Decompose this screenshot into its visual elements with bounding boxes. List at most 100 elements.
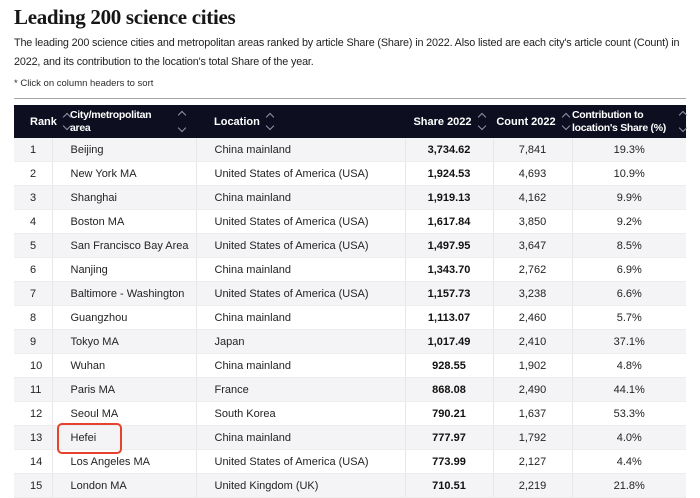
location-value: France [214, 383, 249, 396]
city-value: Baltimore - Washington [70, 287, 185, 300]
rank-value: 7 [30, 287, 37, 300]
science-cities-table: Rank City/metropolitan area Location Share … [14, 105, 688, 498]
column-label: City/metropolitan area [70, 108, 152, 134]
contribution-value: 4.8% [616, 359, 642, 372]
table-body: 1 Beijing China mainland 3,734.62 7,841 19.3%… [14, 138, 686, 498]
table-row: 11 Paris MA France 868.08 2,490 44.1% [14, 377, 686, 402]
location-value: United States of America (USA) [214, 167, 369, 180]
rank-value: 1 [30, 143, 37, 156]
cell-share: 710.51 [405, 473, 494, 498]
cell-contribution: 4.8% [572, 353, 686, 378]
cell-count: 1,902 [493, 353, 573, 378]
share-value: 773.99 [432, 455, 466, 468]
column-label: Share 2022 [413, 115, 472, 128]
table-row: 10 Wuhan China mainland 928.55 1,902 4.8% [14, 353, 686, 378]
contribution-value: 8.5% [616, 239, 642, 252]
share-value: 928.55 [432, 359, 466, 372]
table-row: 4 Boston MA United States of America (USA)… [14, 209, 686, 234]
cell-contribution: 19.3% [572, 138, 686, 162]
city-value: Wuhan [70, 359, 106, 372]
sort-icon[interactable] [561, 112, 570, 131]
cell-city: Paris MA [52, 377, 197, 402]
rank-value: 15 [30, 479, 43, 492]
cell-city: Seoul MA [52, 401, 197, 426]
cell-contribution: 6.9% [572, 257, 686, 282]
cell-rank: 6 [14, 257, 53, 282]
cell-count: 3,238 [493, 281, 573, 306]
rank-value: 4 [30, 215, 37, 228]
sort-icon[interactable] [265, 112, 275, 131]
sort-icon[interactable] [678, 110, 688, 133]
contribution-value: 21.8% [613, 479, 645, 492]
column-header-rank[interactable]: Rank [14, 105, 72, 138]
cell-share: 773.99 [405, 449, 494, 474]
contribution-value: 9.9% [616, 191, 642, 204]
city-value: Tokyo MA [70, 335, 119, 348]
rank-value: 14 [30, 455, 43, 468]
column-label: Rank [30, 115, 57, 128]
city-value: Boston MA [70, 215, 125, 228]
table-row: 5 San Francisco Bay Area United States of … [14, 233, 686, 258]
cell-count: 2,410 [493, 329, 573, 354]
cell-location: United States of America (USA) [196, 281, 406, 306]
column-label: Location [214, 115, 260, 128]
cell-count: 2,127 [493, 449, 573, 474]
table-row: 3 Shanghai China mainland 1,919.13 4,162 9.9% [14, 185, 686, 210]
contribution-value: 9.2% [616, 215, 642, 228]
cell-city: Nanjing [52, 257, 197, 282]
table-row: 14 Los Angeles MA United States of America… [14, 449, 686, 474]
count-value: 2,410 [518, 335, 547, 348]
column-header-city[interactable]: City/metropolitan area [52, 105, 196, 138]
contribution-value: 5.7% [616, 311, 642, 324]
cell-share: 1,343.70 [405, 257, 494, 282]
location-value: China mainland [214, 359, 291, 372]
cell-rank: 3 [14, 185, 53, 210]
cell-rank: 4 [14, 209, 53, 234]
cell-count: 1,792 [493, 425, 573, 450]
cell-location: Japan [196, 329, 406, 354]
cell-share: 1,113.07 [405, 305, 494, 330]
count-value: 3,647 [518, 239, 547, 252]
count-value: 2,460 [518, 311, 547, 324]
table-row: 9 Tokyo MA Japan 1,017.49 2,410 37.1% [14, 329, 686, 354]
location-value: China mainland [214, 191, 291, 204]
cell-location: South Korea [196, 401, 406, 426]
cell-share: 1,497.95 [405, 233, 494, 258]
city-value: New York MA [70, 167, 137, 180]
count-value: 3,850 [518, 215, 547, 228]
sort-icon[interactable] [477, 112, 486, 131]
table-row: 13 Hefei China mainland 777.97 1,792 4.0% [14, 423, 686, 454]
contribution-value: 4.4% [616, 455, 642, 468]
contribution-value: 37.1% [613, 335, 645, 348]
share-value: 1,113.07 [427, 311, 471, 324]
cell-contribution: 6.6% [572, 281, 686, 306]
contribution-value: 19.3% [613, 143, 645, 156]
column-header-location[interactable]: Location [196, 105, 405, 138]
rank-value: 9 [30, 335, 37, 348]
cell-count: 2,460 [493, 305, 573, 330]
count-value: 2,127 [518, 455, 547, 468]
cell-share: 868.08 [405, 377, 494, 402]
column-header-count[interactable]: Count 2022 [493, 105, 572, 138]
table-row: 12 Seoul MA South Korea 790.21 1,637 53.3% [14, 401, 686, 426]
sort-icon[interactable] [177, 110, 187, 133]
cell-count: 4,693 [493, 161, 573, 186]
column-header-contribution[interactable]: Contribution to location's Share (%) [572, 105, 688, 138]
sort-icon[interactable] [62, 112, 72, 131]
chevron-up-icon [561, 112, 570, 122]
rank-value: 3 [30, 191, 37, 204]
cell-city: Baltimore - Washington [52, 281, 197, 306]
cell-contribution: 5.7% [572, 305, 686, 330]
table-row: 15 London MA United Kingdom (UK) 710.51 2,21… [14, 473, 686, 498]
cell-count: 3,647 [493, 233, 573, 258]
cell-location: United States of America (USA) [196, 161, 406, 186]
cell-city: Beijing [52, 138, 197, 162]
cell-share: 928.55 [405, 353, 494, 378]
chevron-down-icon [177, 123, 187, 133]
city-value: Hefei [70, 431, 97, 444]
city-value: Paris MA [70, 383, 116, 396]
cell-city: Guangzhou [52, 305, 197, 330]
cell-location: United States of America (USA) [196, 209, 406, 234]
column-header-share[interactable]: Share 2022 [405, 105, 493, 138]
cell-contribution: 9.9% [572, 185, 686, 210]
